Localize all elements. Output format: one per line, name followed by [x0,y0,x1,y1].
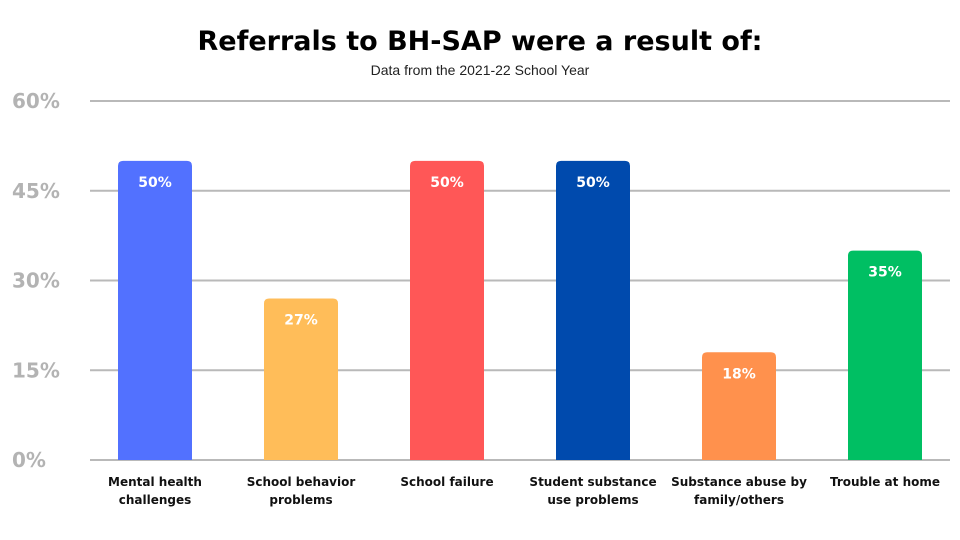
y-tick-label: 0% [12,448,46,472]
x-tick-label: Student substance [529,475,656,489]
data-label: 50% [138,175,172,191]
bar [118,160,192,461]
x-tick-label: use problems [547,493,638,507]
x-axis-ticks: Mental health challenges School behavior pr… [108,475,940,507]
bar [848,250,922,460]
gridlines [90,100,950,461]
data-label: 50% [430,175,464,191]
y-tick-label: 15% [12,358,60,382]
x-tick-label: problems [269,493,332,507]
y-tick-label: 30% [12,269,60,293]
bar [556,160,630,461]
data-labels: 50% 27% 50% 50% 18% 35% [138,175,902,382]
bar [702,352,776,460]
y-axis-ticks: 0% 15% 30% 45% 60% [12,89,60,472]
data-label: 27% [284,312,318,328]
chart-subtitle: Data from the 2021-22 School Year [371,62,590,78]
data-label: 18% [722,366,756,382]
x-tick-label: School behavior [247,475,356,489]
y-tick-label: 60% [12,89,60,113]
x-tick-label: challenges [119,493,192,507]
bars [118,160,922,461]
data-label: 35% [868,265,902,281]
chart-title: Referrals to BH-SAP were a result of: [198,26,763,57]
x-tick-label: School failure [400,475,493,489]
x-tick-label: family/others [694,493,784,507]
x-tick-label: Trouble at home [830,475,940,489]
bar [410,160,484,461]
x-tick-label: Mental health [108,475,202,489]
bar [264,298,338,460]
data-label: 50% [576,175,610,191]
y-tick-label: 45% [12,179,60,203]
x-tick-label: Substance abuse by [671,475,807,489]
